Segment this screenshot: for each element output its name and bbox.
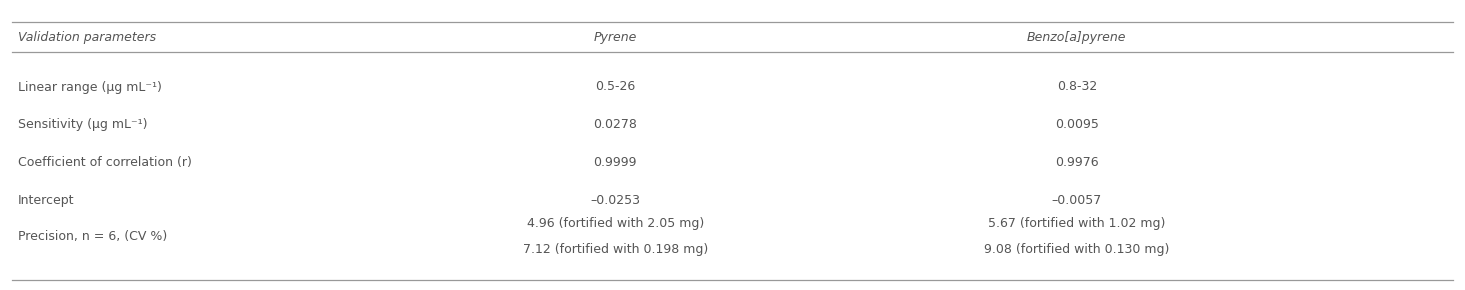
Text: 5.67 (fortified with 1.02 mg): 5.67 (fortified with 1.02 mg): [987, 217, 1166, 230]
Text: Intercept: Intercept: [18, 194, 75, 206]
Text: 0.8-32: 0.8-32: [1056, 81, 1097, 93]
Text: Validation parameters: Validation parameters: [18, 31, 155, 44]
Text: –0.0057: –0.0057: [1052, 194, 1102, 206]
Text: Precision, n = 6, (CV %): Precision, n = 6, (CV %): [18, 230, 167, 243]
Text: 7.12 (fortified with 0.198 mg): 7.12 (fortified with 0.198 mg): [523, 243, 708, 256]
Text: Sensitivity (μg mL⁻¹): Sensitivity (μg mL⁻¹): [18, 118, 147, 131]
Text: Linear range (μg mL⁻¹): Linear range (μg mL⁻¹): [18, 81, 161, 93]
Text: 0.9976: 0.9976: [1055, 156, 1099, 169]
Text: 0.0278: 0.0278: [593, 118, 637, 131]
Text: 0.5-26: 0.5-26: [595, 81, 636, 93]
Text: Benzo[a]pyrene: Benzo[a]pyrene: [1027, 31, 1127, 44]
Text: 4.96 (fortified with 2.05 mg): 4.96 (fortified with 2.05 mg): [527, 217, 703, 230]
Text: 0.0095: 0.0095: [1055, 118, 1099, 131]
Text: Pyrene: Pyrene: [593, 31, 637, 44]
Text: 0.9999: 0.9999: [593, 156, 637, 169]
Text: 9.08 (fortified with 0.130 mg): 9.08 (fortified with 0.130 mg): [984, 243, 1169, 256]
Text: –0.0253: –0.0253: [590, 194, 640, 206]
Text: Coefficient of correlation (r): Coefficient of correlation (r): [18, 156, 192, 169]
